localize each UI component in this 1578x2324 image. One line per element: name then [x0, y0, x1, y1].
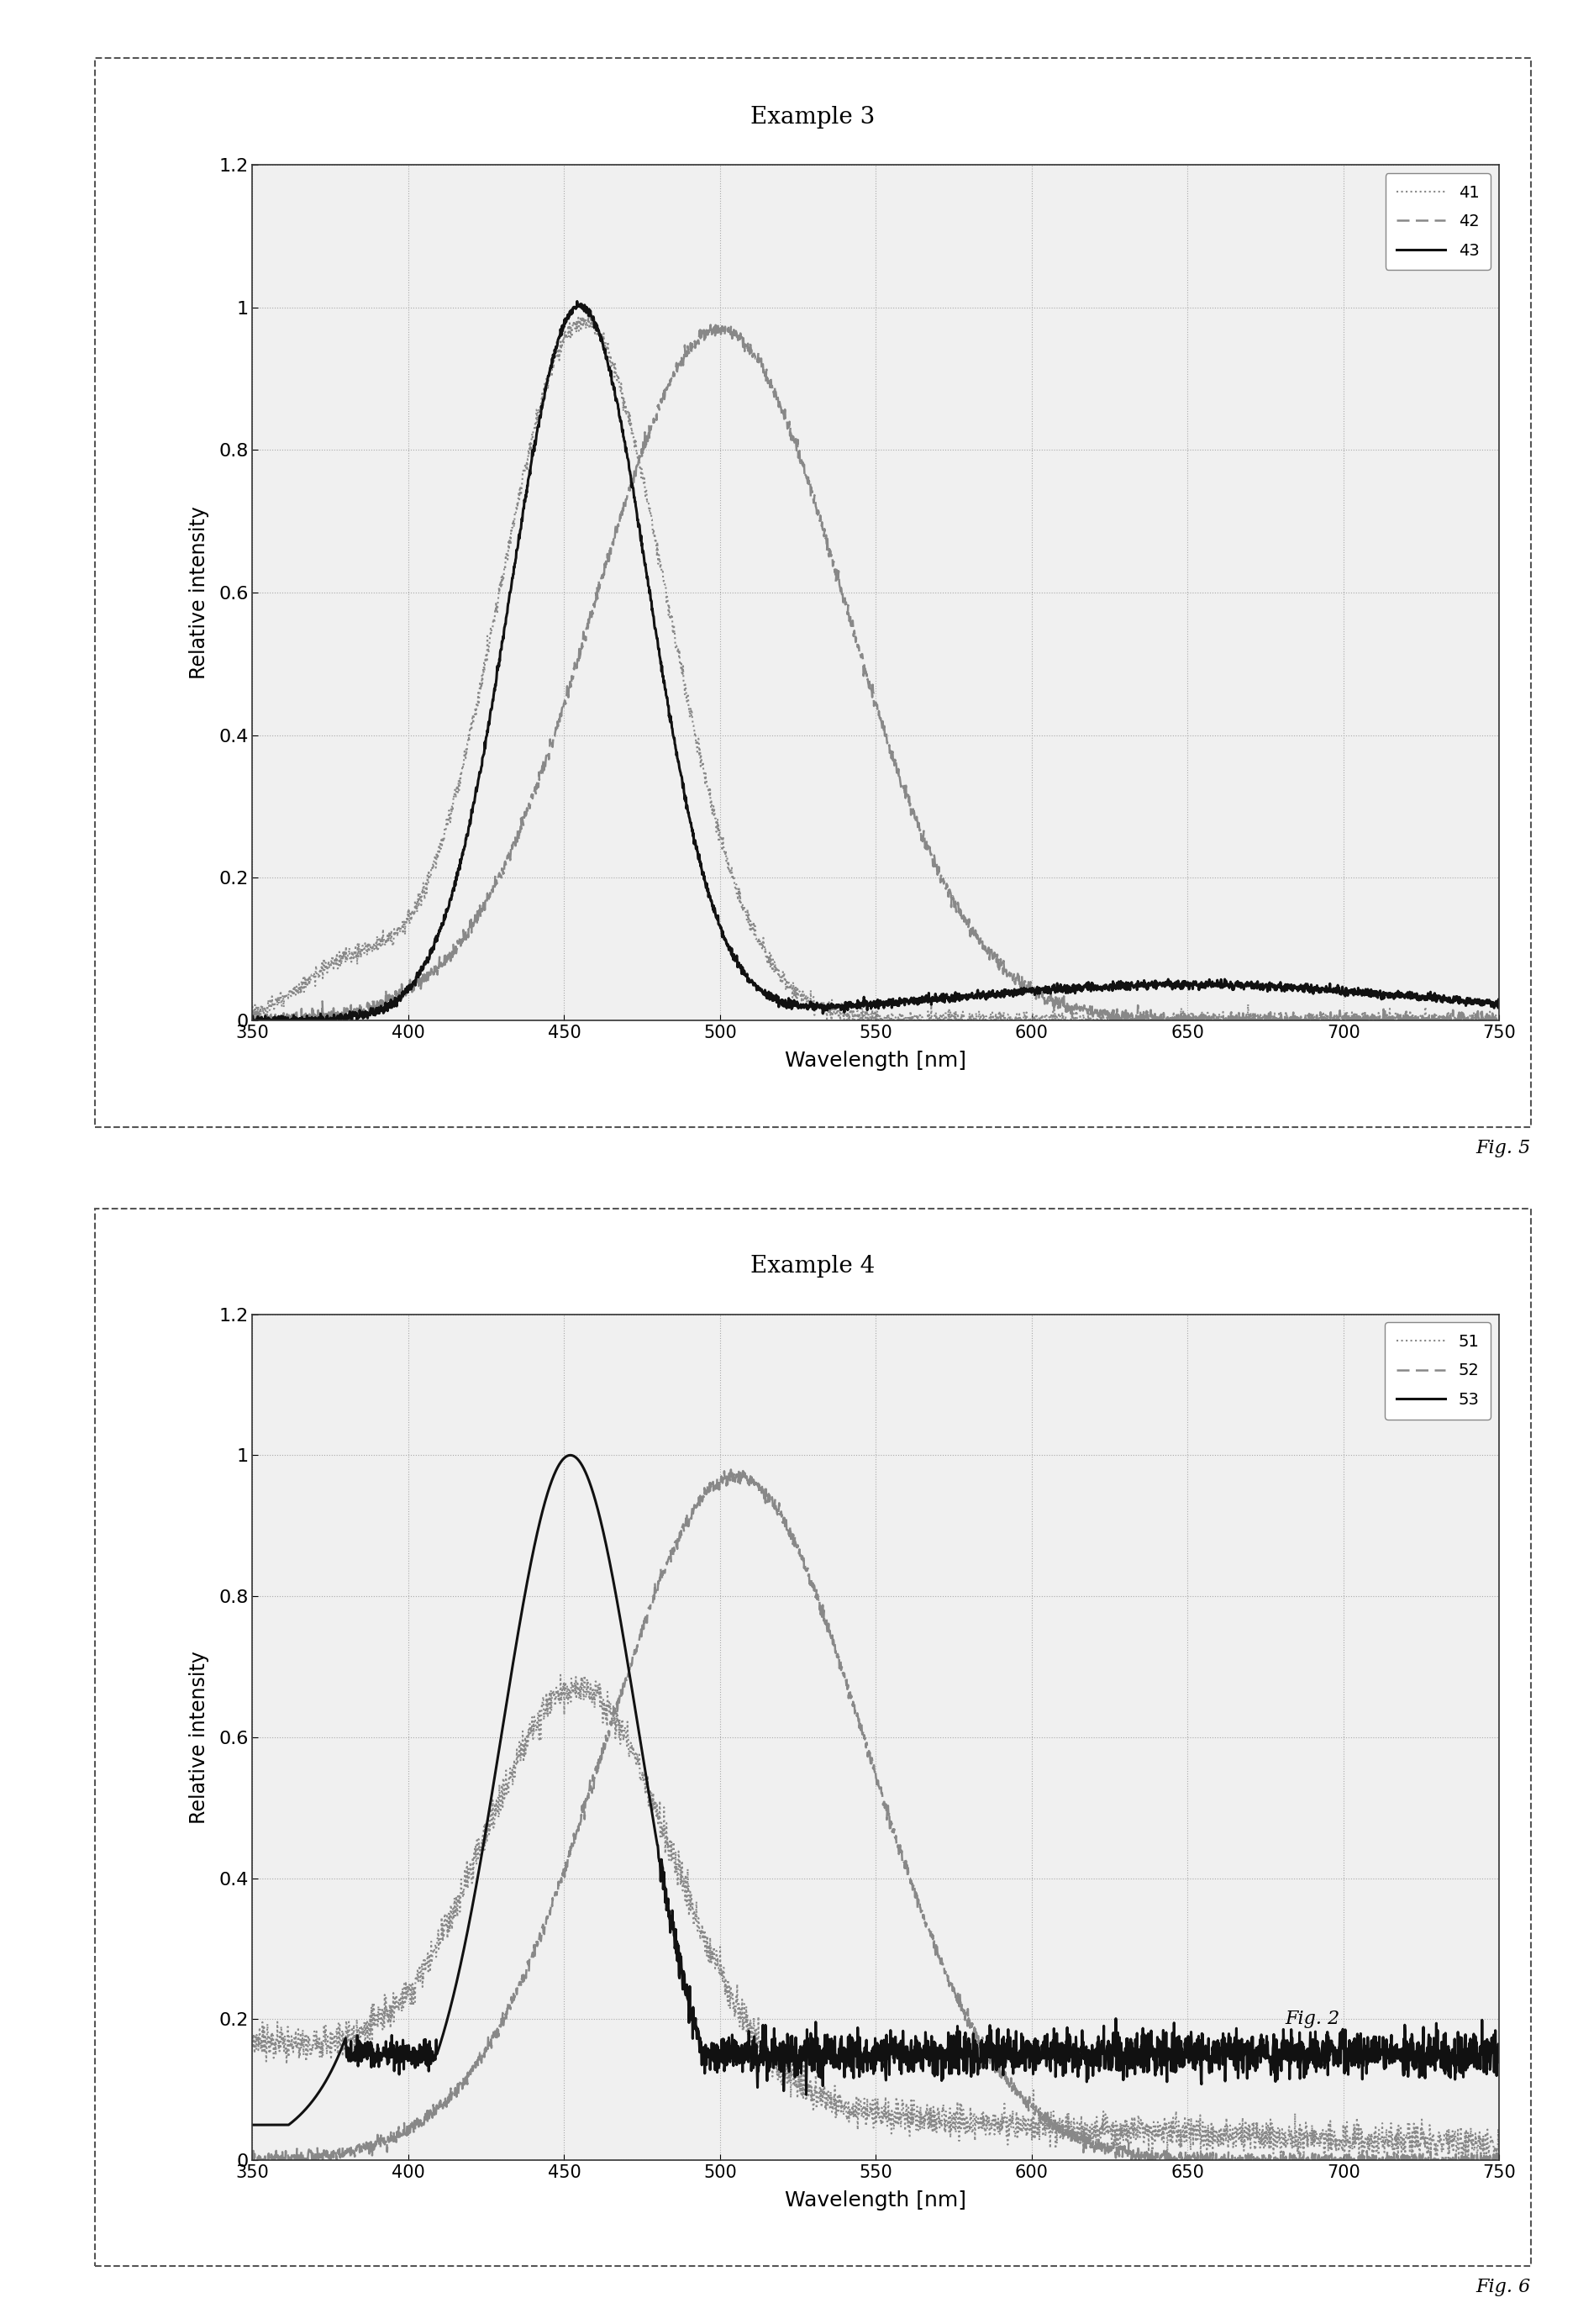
51 — [775, 2045, 794, 2073]
51 — [1490, 2147, 1509, 2175]
43 — [1490, 990, 1509, 1018]
53 — [385, 2040, 404, 2068]
53 — [721, 2043, 740, 2071]
51 — [1332, 2129, 1351, 2157]
Line: 41: 41 — [252, 314, 1499, 1020]
Text: Fig. 6: Fig. 6 — [1475, 2278, 1531, 2296]
41 — [1332, 1004, 1351, 1032]
Y-axis label: Relative intensity: Relative intensity — [189, 1650, 210, 1824]
52 — [1466, 2147, 1485, 2175]
X-axis label: Wavelength [nm]: Wavelength [nm] — [784, 2192, 967, 2210]
41 — [721, 855, 740, 883]
52 — [1490, 2145, 1509, 2173]
52 — [1332, 2147, 1351, 2175]
52 — [385, 2126, 404, 2154]
51 — [721, 1975, 740, 2003]
51 — [1354, 2147, 1373, 2175]
52 — [243, 2147, 262, 2175]
41 — [581, 300, 600, 328]
53 — [562, 1441, 581, 1469]
52 — [721, 1462, 740, 1490]
43 — [459, 811, 478, 839]
41 — [1466, 1004, 1485, 1032]
51 — [1466, 2119, 1485, 2147]
42 — [1332, 1006, 1351, 1034]
Line: 42: 42 — [252, 323, 1499, 1020]
52 — [243, 2145, 262, 2173]
43 — [243, 1002, 262, 1030]
43 — [568, 288, 587, 316]
42 — [459, 916, 478, 944]
43 — [1332, 981, 1351, 1009]
Text: Fig. 2: Fig. 2 — [1284, 2010, 1340, 2029]
42 — [385, 981, 404, 1009]
51 — [459, 1862, 478, 1889]
42 — [775, 395, 794, 423]
51 — [551, 1662, 570, 1690]
41 — [243, 992, 262, 1020]
43 — [385, 983, 404, 1011]
Legend: 41, 42, 43: 41, 42, 43 — [1385, 174, 1491, 270]
Line: 43: 43 — [252, 302, 1499, 1020]
Legend: 51, 52, 53: 51, 52, 53 — [1385, 1322, 1491, 1420]
Line: 51: 51 — [252, 1676, 1499, 2161]
43 — [245, 1006, 264, 1034]
Line: 53: 53 — [252, 1455, 1499, 2124]
Text: Fig. 5: Fig. 5 — [1475, 1139, 1531, 1157]
43 — [721, 941, 740, 969]
Text: Example 3: Example 3 — [751, 105, 874, 128]
41 — [1490, 1006, 1509, 1034]
Line: 52: 52 — [252, 1469, 1499, 2161]
43 — [776, 985, 795, 1013]
51 — [385, 1996, 404, 2024]
42 — [709, 309, 727, 337]
51 — [243, 2024, 262, 2052]
42 — [721, 314, 740, 342]
X-axis label: Wavelength [nm]: Wavelength [nm] — [784, 1050, 967, 1071]
52 — [459, 2061, 478, 2089]
41 — [459, 727, 478, 755]
52 — [776, 1508, 795, 1536]
53 — [1332, 2050, 1351, 2078]
53 — [459, 1913, 478, 1941]
42 — [1466, 1004, 1485, 1032]
Y-axis label: Relative intensity: Relative intensity — [189, 507, 210, 679]
41 — [245, 1006, 264, 1034]
53 — [243, 2110, 262, 2138]
42 — [243, 1006, 262, 1034]
53 — [1490, 2038, 1509, 2066]
43 — [1466, 988, 1485, 1016]
41 — [385, 918, 404, 946]
52 — [721, 1455, 740, 1483]
42 — [1490, 1006, 1509, 1034]
41 — [776, 967, 795, 995]
Text: Example 4: Example 4 — [751, 1255, 874, 1278]
53 — [775, 2031, 794, 2059]
53 — [1466, 2038, 1485, 2066]
